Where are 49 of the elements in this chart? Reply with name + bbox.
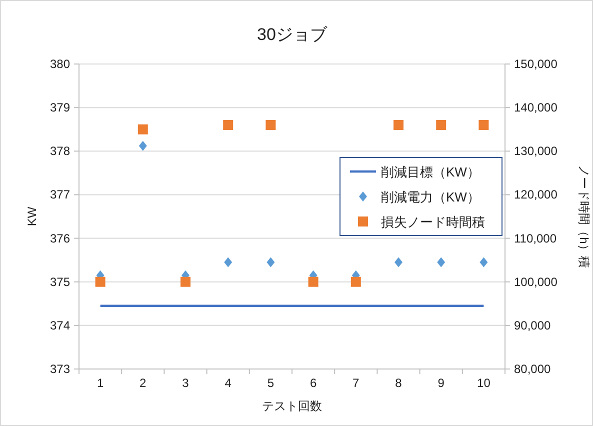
point	[394, 257, 402, 268]
x-tick-label: 1	[96, 376, 104, 390]
y-tick-label: 379	[50, 100, 70, 115]
y2-tick-label: 100,000	[514, 274, 558, 289]
x-tick-label: 6	[310, 376, 317, 390]
x-tick-label: 5	[267, 376, 274, 390]
point	[138, 140, 147, 151]
point	[350, 276, 361, 287]
point	[308, 276, 318, 287]
y2-axis-title: ノード時間（h）積	[577, 165, 591, 268]
legend-label: 削減電力（KW）	[381, 190, 480, 204]
y-tick-label: 373	[50, 362, 70, 376]
x-tick-label: 9	[438, 376, 445, 390]
legend-label: 削減目標（KW）	[381, 164, 480, 180]
x-tick-label: 4	[224, 376, 232, 390]
x-tick-label: 3	[182, 376, 190, 390]
chart-title: 30ジョブ	[257, 25, 328, 44]
point	[480, 257, 488, 268]
point	[436, 120, 446, 130]
y2-tick-label: 80,000	[514, 362, 552, 376]
y-tick-label: 376	[50, 231, 70, 246]
point	[437, 257, 446, 268]
point	[180, 276, 190, 287]
legend-label: 損失ノード時間積	[381, 214, 485, 230]
y-tick-label: 375	[50, 274, 70, 289]
y2-tick-label: 120,000	[514, 188, 558, 202]
point	[478, 120, 489, 130]
y-axis-title: KW	[25, 206, 39, 226]
y2-tick-label: 130,000	[514, 144, 558, 158]
point	[138, 124, 148, 134]
y-tick-label: 380	[50, 57, 70, 71]
x-tick-label: 2	[140, 376, 147, 390]
y2-tick-label: 90,000	[514, 318, 552, 332]
point	[394, 120, 404, 130]
y-tick-label: 378	[50, 144, 70, 158]
point	[224, 257, 232, 268]
x-tick-label: 10	[477, 376, 491, 390]
y-tick-label: 377	[50, 188, 70, 202]
point	[266, 120, 276, 130]
point	[223, 120, 234, 130]
x-tick-label: 8	[395, 376, 402, 390]
y2-tick-label: 110,000	[514, 231, 557, 246]
point	[95, 276, 106, 287]
y-tick-label: 374	[50, 318, 70, 332]
y2-tick-label: 140,000	[514, 100, 558, 115]
point	[266, 257, 275, 268]
x-tick-label: 7	[352, 376, 360, 390]
y2-tick-label: 150,000	[514, 57, 558, 71]
x-axis-title: テスト回数	[262, 399, 322, 413]
